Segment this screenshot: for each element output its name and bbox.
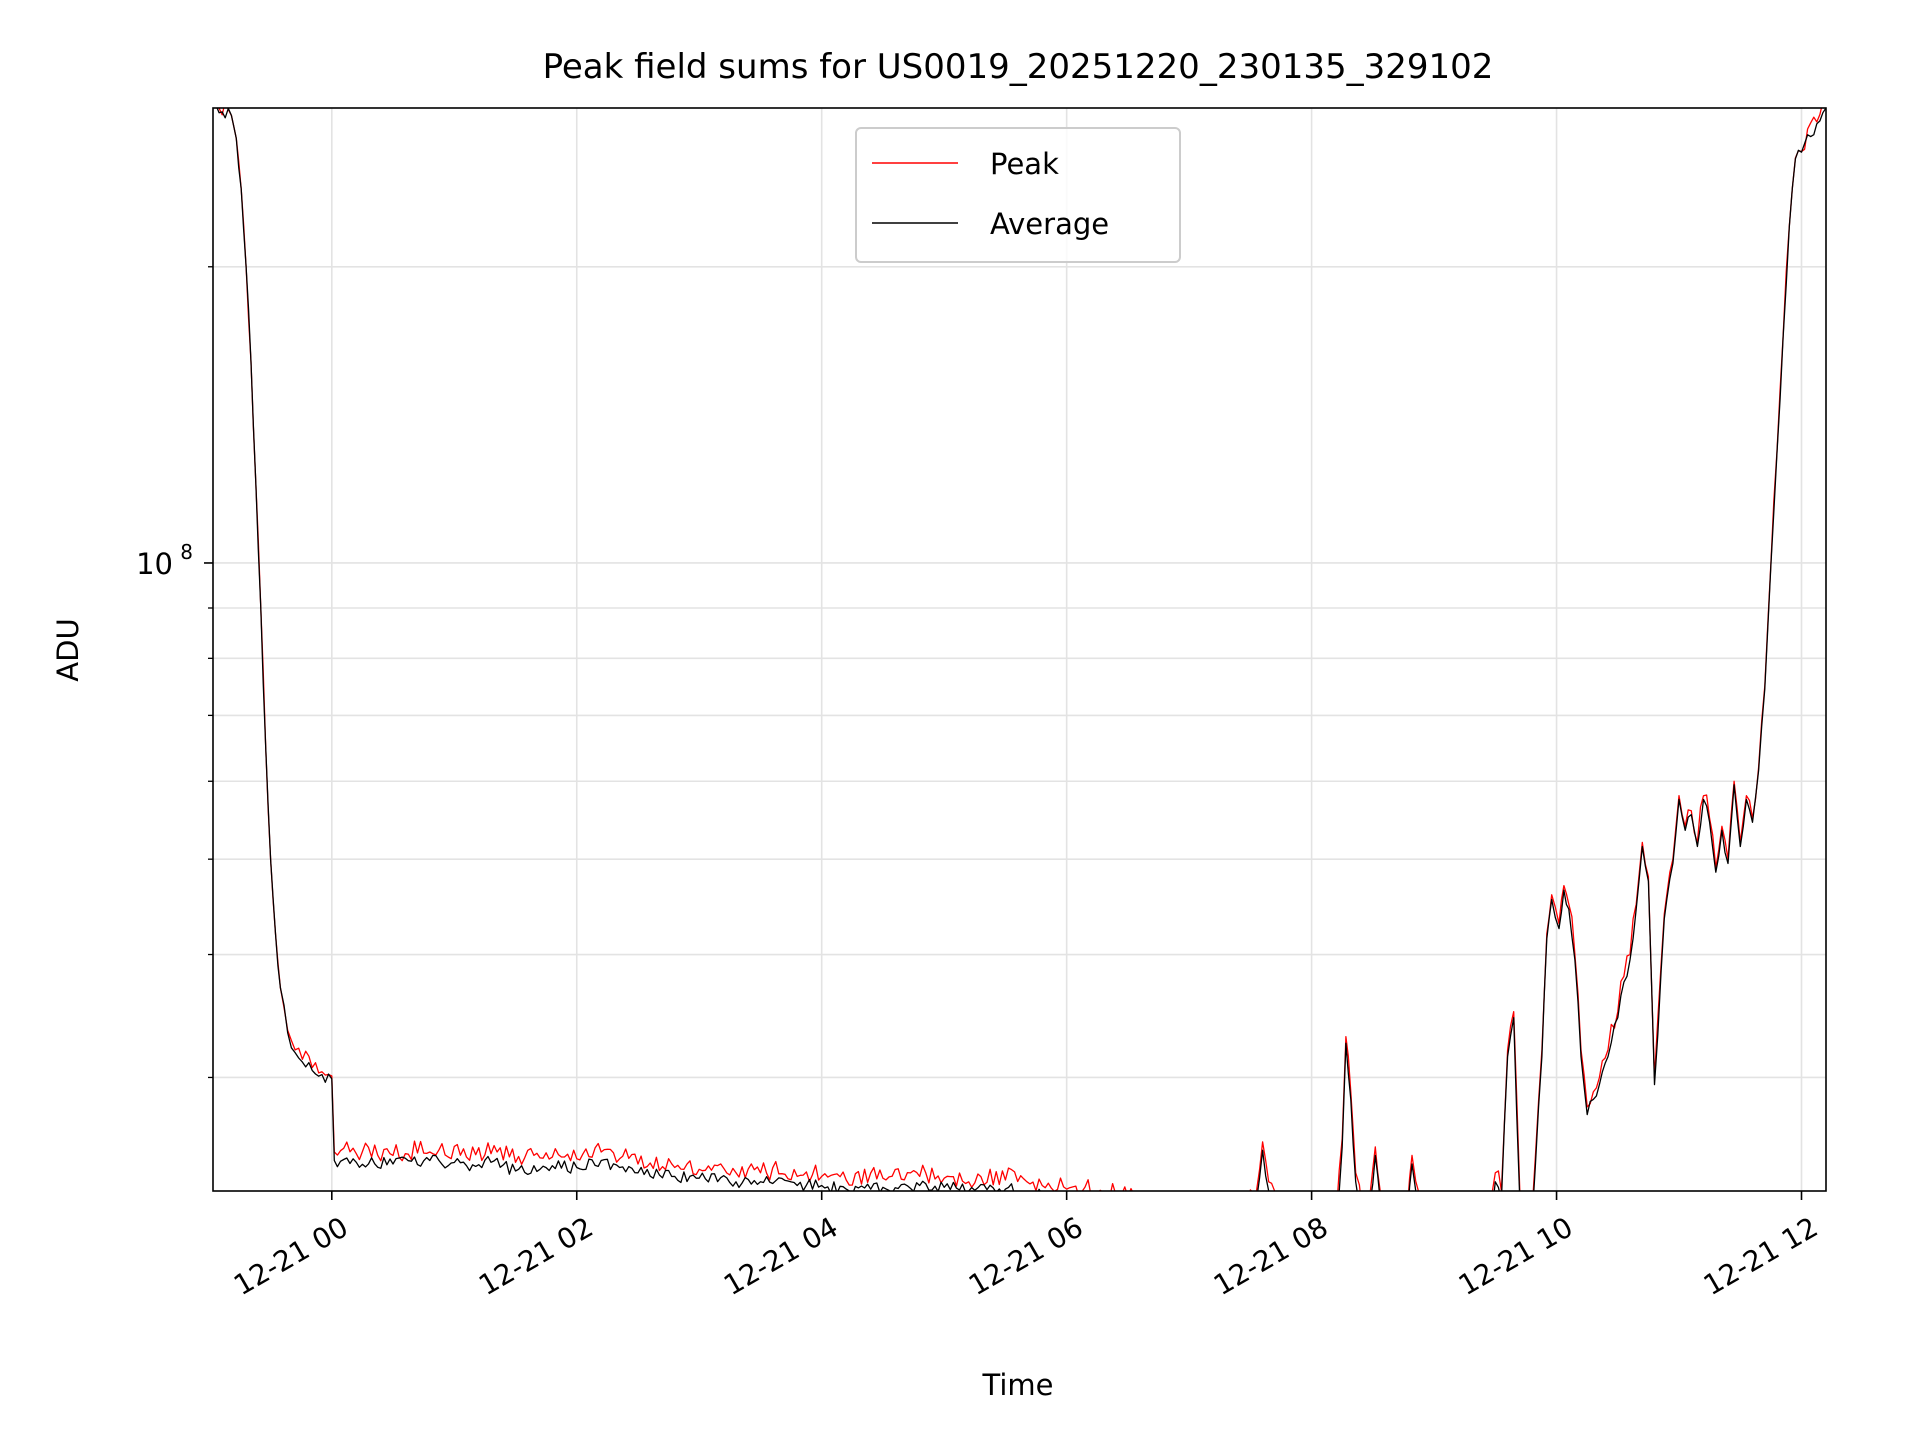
y-axis-label: ADU: [51, 618, 85, 681]
chart-title: Peak field sums for US0019_20251220_2301…: [543, 47, 1494, 87]
legend-peak-label: Peak: [990, 147, 1059, 181]
series-layer: [213, 108, 1826, 1191]
y-tick-label: 10: [136, 547, 173, 581]
x-axis-label: Time: [982, 1368, 1054, 1402]
average-series-line: [213, 108, 1826, 1191]
grid: [213, 108, 1826, 1191]
plot-frame: [212, 107, 1827, 1192]
legend-box: [855, 127, 1181, 263]
legend: Peak Average: [855, 127, 1181, 263]
peak-series-line: [213, 108, 1826, 1191]
legend-average-label: Average: [990, 207, 1109, 241]
y-tick-label-exponent: 8: [180, 540, 193, 564]
